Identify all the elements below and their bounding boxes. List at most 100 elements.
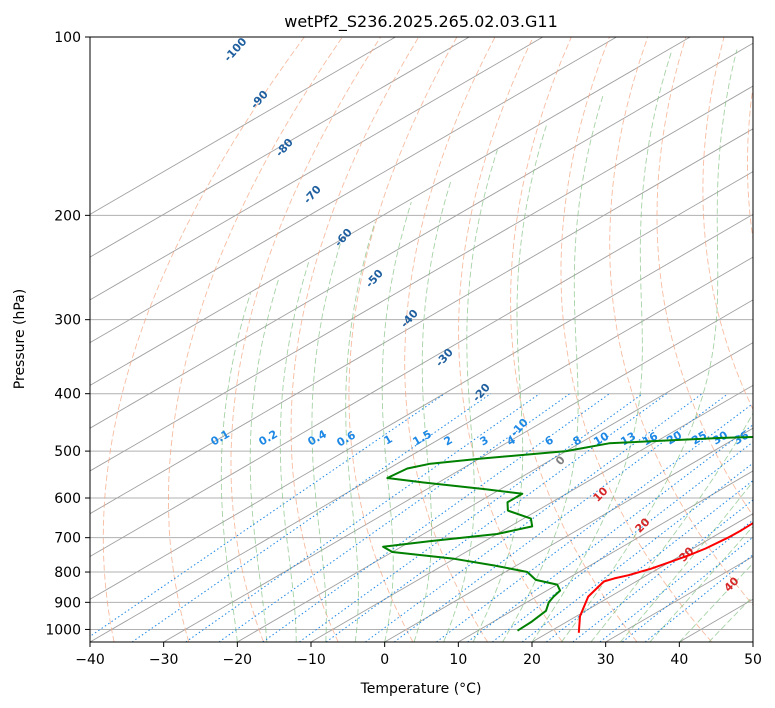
dry-adiabat-line (458, 37, 563, 642)
dry-adiabat-line (102, 37, 305, 642)
moist-adiabat-line (279, 262, 310, 642)
isotherm-line (90, 37, 470, 258)
isotherm-lines (90, 37, 753, 642)
mixing-ratio-line (365, 393, 703, 642)
isotherm-label: -30 (433, 346, 456, 370)
mixing-ratio-line (262, 393, 610, 642)
moist-adiabat-label: 30 (677, 544, 697, 564)
dry-adiabat-line (290, 37, 420, 642)
moist-adiabat-line (311, 239, 343, 642)
x-tick-label: −40 (75, 652, 105, 668)
plot-area: 0.1 0.2 0.4 0.6 1 1.5 2 3 4 6 8 10 13 16 20 25 30 36-100-… (90, 37, 753, 642)
moist-adiabat-line (381, 201, 412, 642)
moist-adiabat-line (345, 221, 376, 642)
y-tick-label: 300 (54, 313, 81, 329)
mixing-ratio-label: 1 (382, 432, 395, 447)
isotherm-line (384, 427, 753, 642)
dry-adiabat-line (404, 37, 496, 642)
dry-adiabat-lines (102, 37, 753, 642)
dry-adiabat-line (747, 83, 753, 243)
moist-adiabat-line (443, 149, 498, 642)
x-ticks: −40 −30 −20 −10 0 10 20 30 40 50 (75, 642, 762, 668)
moist-adiabat-line (220, 292, 252, 642)
moist-adiabat-line (649, 525, 753, 642)
isotherm-line (90, 37, 691, 386)
x-tick-label: 40 (670, 652, 688, 668)
mixing-ratio-label: 8 (571, 433, 584, 448)
moist-adiabat-line (413, 180, 452, 642)
moist-adiabat-line (678, 562, 753, 642)
mixing-ratio-label: 0.1 (209, 427, 232, 448)
temperature-profile-line (577, 521, 753, 633)
mixing-ratio-label: 13 (618, 430, 638, 449)
x-tick-label: −10 (296, 652, 326, 668)
pressure-gridlines (90, 37, 753, 630)
isotherm-line (90, 85, 753, 472)
profile-series (382, 435, 753, 633)
mixing-ratio-label: 6 (543, 433, 556, 448)
mixing-ratio-lines (90, 393, 753, 642)
y-tick-label: 600 (54, 491, 81, 507)
y-axis-label: Pressure (hPa) (12, 289, 28, 389)
y-tick-label: 700 (54, 531, 81, 547)
dry-adiabat-line (230, 37, 381, 642)
mixing-ratio-line (436, 402, 753, 642)
dry-adiabat-line (560, 37, 713, 642)
isotherm-line (90, 256, 753, 642)
isotherm-line (90, 213, 753, 600)
chart-title: wetPf2_S236.2025.265.02.03.G11 (284, 12, 558, 32)
mixing-ratio-line (393, 393, 729, 642)
x-tick-label: 20 (523, 652, 541, 668)
line-labels: 0.1 0.2 0.4 0.6 1 1.5 2 3 4 6 8 10 13 16 20 25 30 36-100-… (209, 37, 752, 595)
x-axis-label: Temperature (°C) (360, 681, 482, 697)
plot-frame (89, 36, 754, 643)
dry-adiabat-line (348, 37, 458, 642)
mixing-ratio-line (572, 499, 753, 642)
mixing-ratio-label: 0.4 (306, 427, 330, 448)
mixing-ratio-line (467, 424, 753, 642)
x-tick-label: 0 (380, 652, 389, 668)
mixing-ratio-line (644, 554, 753, 642)
y-tick-label: 800 (54, 565, 81, 581)
isotherm-line (90, 42, 753, 429)
isotherm-label: 0 (553, 453, 568, 468)
isotherm-line (90, 128, 753, 515)
y-tick-label: 400 (54, 387, 81, 403)
isotherm-label: -70 (301, 183, 324, 207)
isotherm-label: -60 (332, 226, 355, 250)
isotherm-line (310, 384, 753, 642)
dry-adiabat-line (702, 37, 753, 411)
y-tick-label: 100 (54, 30, 81, 46)
mixing-ratio-line (90, 393, 446, 638)
isotherm-line (163, 299, 753, 642)
mixing-ratio-label: 0.2 (257, 427, 280, 448)
moist-adiabat-line (561, 49, 738, 642)
dry-adiabat-line (510, 37, 638, 642)
mixing-ratio-label: 1.5 (411, 427, 434, 448)
moist-adiabat-line (708, 595, 753, 642)
y-tick-label: 900 (54, 595, 81, 611)
x-tick-label: −30 (149, 652, 179, 668)
isotherm-line (90, 37, 396, 215)
mixing-ratio-line (131, 393, 491, 642)
moist-adiabat-line (620, 480, 753, 642)
isotherm-label: -50 (363, 267, 386, 291)
isotherm-line (237, 342, 753, 642)
x-tick-label: 10 (449, 652, 467, 668)
isotherm-line (531, 513, 753, 642)
y-ticks: 100 200 300 400 500 600 700 800 900 1000 (45, 30, 90, 638)
isotherm-line (90, 37, 617, 344)
moist-adiabat-label: 40 (722, 574, 742, 594)
x-tick-label: 50 (744, 652, 762, 668)
moist-adiabat-line (590, 412, 753, 642)
isotherm-label: -40 (398, 307, 421, 331)
mixing-ratio-line (298, 393, 643, 642)
moist-adiabat-lines (220, 49, 753, 642)
isotherm-line (90, 171, 753, 557)
dry-adiabat-line (656, 37, 753, 517)
x-tick-label: −20 (223, 652, 253, 668)
x-tick-label: 30 (597, 652, 615, 668)
mixing-ratio-label: 20 (664, 428, 684, 447)
mixing-ratio-line (491, 441, 753, 642)
moist-adiabat-label: 10 (591, 484, 611, 504)
